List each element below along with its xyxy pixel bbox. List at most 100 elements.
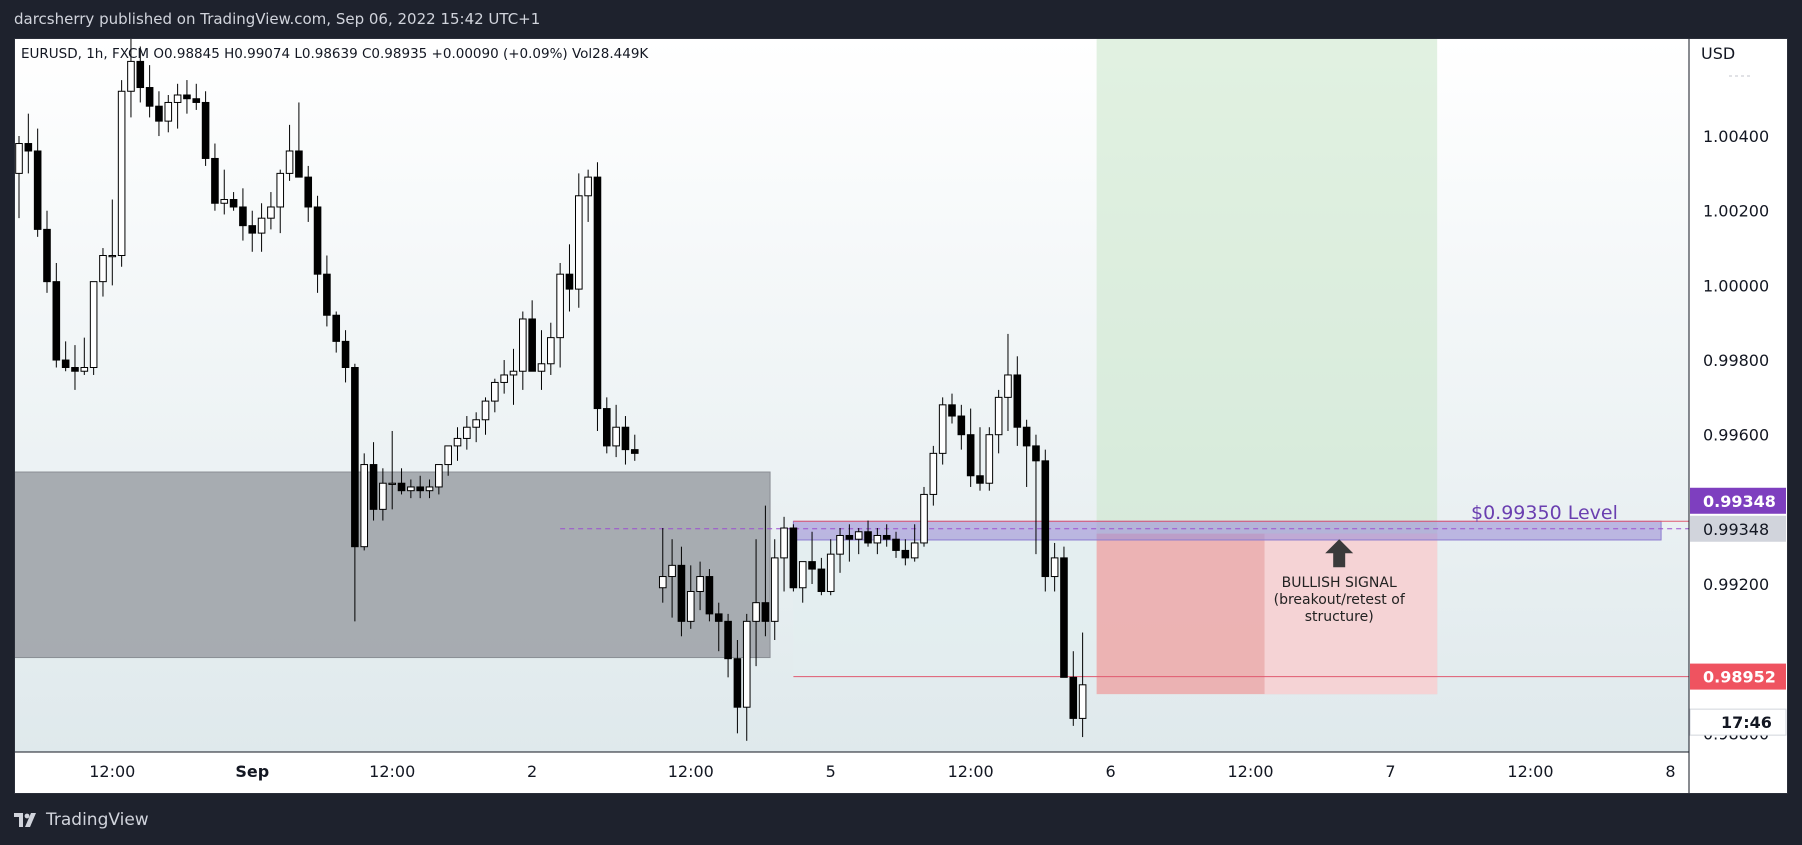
candle-body — [658, 576, 667, 589]
x-tick-label: Sep — [235, 762, 269, 781]
price-label-text: 17:46 — [1721, 713, 1772, 732]
candle-body — [761, 602, 770, 622]
x-tick-label: 12:00 — [369, 762, 415, 781]
candle-body — [24, 143, 33, 152]
candle-body — [15, 143, 23, 174]
candle-body — [369, 464, 378, 510]
candle-body — [686, 590, 695, 622]
candle-body — [565, 273, 574, 290]
candle-body — [575, 195, 583, 290]
candle-body — [584, 176, 592, 197]
price-label-white — [1689, 708, 1787, 736]
candle-body — [71, 367, 79, 372]
candle-body — [397, 482, 406, 492]
candle-body — [472, 419, 480, 428]
signal-text-line2: (breakout/retest of — [1274, 592, 1406, 608]
candle-body — [164, 101, 173, 122]
currency-label: USD — [1701, 44, 1735, 63]
candle-body — [938, 404, 947, 454]
candle-body — [621, 426, 630, 451]
candle-body — [836, 534, 844, 555]
candle-body — [901, 549, 910, 559]
candle-body — [1078, 684, 1087, 719]
candle-body — [136, 60, 145, 89]
candle-body — [742, 620, 751, 708]
price-label-text: 0.98952 — [1703, 668, 1776, 687]
candle-body — [99, 255, 107, 283]
candle-body — [239, 206, 247, 227]
candle-body — [519, 318, 527, 372]
symbol-info: EURUSD, 1h, FXCM O0.98845 H0.99074 L0.98… — [21, 46, 649, 62]
arrow-up-icon — [1325, 539, 1354, 568]
candle-body — [892, 538, 900, 551]
candle-body — [341, 340, 350, 369]
candle-body — [920, 493, 928, 544]
publish-header: darcsherry published on TradingView.com,… — [14, 10, 541, 28]
candle-body — [444, 445, 452, 466]
candle-body — [1050, 557, 1059, 578]
candle-body — [547, 337, 555, 365]
candle-body — [425, 486, 434, 492]
candle-body — [1022, 426, 1031, 447]
candle-body — [612, 426, 620, 447]
candlestick-chart[interactable]: $0.99350 Level BULLISH SIGNAL(breakout/re… — [15, 39, 1787, 793]
price-label-purple — [1690, 487, 1786, 514]
candle-body — [463, 426, 471, 439]
candle-body — [351, 367, 359, 548]
candle-body — [509, 370, 518, 376]
candle-body — [127, 60, 135, 92]
x-tick-label: 12:00 — [1228, 762, 1274, 781]
candle-body — [220, 199, 229, 204]
candle-body — [248, 225, 257, 234]
candle-body — [724, 620, 732, 660]
candle-body — [491, 381, 499, 402]
candle-body — [201, 101, 210, 159]
level-annotation: $0.99350 Level — [1471, 502, 1618, 524]
candle-body — [1041, 460, 1050, 578]
y-tick-label: 0.99600 — [1703, 426, 1769, 445]
chart-frame[interactable]: $0.99350 Level BULLISH SIGNAL (breakout/re… — [14, 38, 1788, 794]
candle-body — [593, 176, 602, 410]
candle-body — [183, 94, 191, 100]
candle-body — [1004, 374, 1012, 398]
footer: TradingView — [14, 810, 149, 830]
candle-body — [668, 564, 676, 578]
candle-body — [948, 404, 956, 417]
candle-body — [43, 228, 51, 283]
candle-body — [780, 527, 788, 559]
y-tick-label: 1.00000 — [1703, 276, 1769, 295]
candle-body — [229, 199, 238, 208]
candle-body — [976, 475, 984, 484]
tradingview-logo-icon — [14, 813, 36, 827]
candle-body — [435, 464, 443, 488]
candle-body — [313, 206, 322, 275]
candle-body — [929, 452, 938, 495]
candle-body — [332, 314, 341, 342]
candle-body — [845, 534, 854, 540]
y-tick-label: 0.99800 — [1703, 351, 1769, 370]
time-axis-background — [15, 752, 1689, 793]
candle-body — [705, 576, 714, 615]
signal-text-line1: BULLISH SIGNAL — [1282, 575, 1397, 591]
candle-body — [910, 542, 919, 559]
x-tick-label: 8 — [1665, 762, 1675, 781]
price-label-gray — [1690, 515, 1786, 542]
x-tick-label: 12:00 — [89, 762, 135, 781]
candle-body — [211, 157, 219, 204]
candle-body — [789, 527, 798, 589]
candle-body — [994, 396, 1003, 436]
x-tick-label: 12:00 — [1507, 762, 1553, 781]
candle-body — [481, 400, 490, 421]
candle-body — [556, 273, 564, 339]
candle-body — [854, 531, 863, 540]
candle-body — [173, 94, 182, 103]
candle-body — [295, 150, 303, 178]
candle-body — [388, 482, 396, 485]
candle-body — [267, 206, 275, 219]
candle-body — [407, 486, 415, 492]
candle-body — [500, 374, 508, 383]
candle-body — [1069, 676, 1078, 719]
x-tick-label: 5 — [826, 762, 836, 781]
candle-body — [257, 217, 266, 234]
x-tick-label: 12:00 — [948, 762, 994, 781]
